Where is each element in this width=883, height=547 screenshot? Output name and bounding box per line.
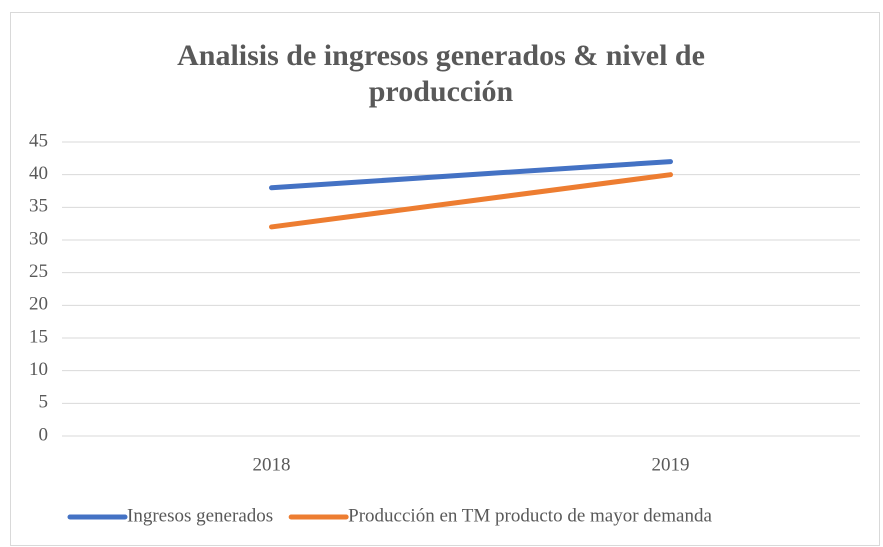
y-tick-label: 10 <box>29 359 48 380</box>
chart-border <box>10 12 880 546</box>
legend-label: Producción en TM producto de mayor deman… <box>348 505 712 526</box>
y-tick-label: 35 <box>29 196 48 217</box>
y-tick-label: 0 <box>39 424 49 445</box>
y-tick-label: 30 <box>29 228 48 249</box>
x-tick-label: 2018 <box>253 454 291 475</box>
y-tick-label: 5 <box>39 392 49 413</box>
y-tick-label: 25 <box>29 261 48 282</box>
series-line <box>269 172 673 230</box>
x-tick-label: 2019 <box>652 454 690 475</box>
series-line <box>269 159 673 191</box>
legend-label: Ingresos generados <box>127 505 273 526</box>
chart-title: Analisis de ingresos generados & nivel d… <box>177 39 705 108</box>
y-tick-label: 40 <box>29 163 48 184</box>
y-tick-label: 20 <box>29 294 48 315</box>
y-tick-label: 45 <box>29 130 48 151</box>
y-tick-label: 15 <box>29 326 48 347</box>
